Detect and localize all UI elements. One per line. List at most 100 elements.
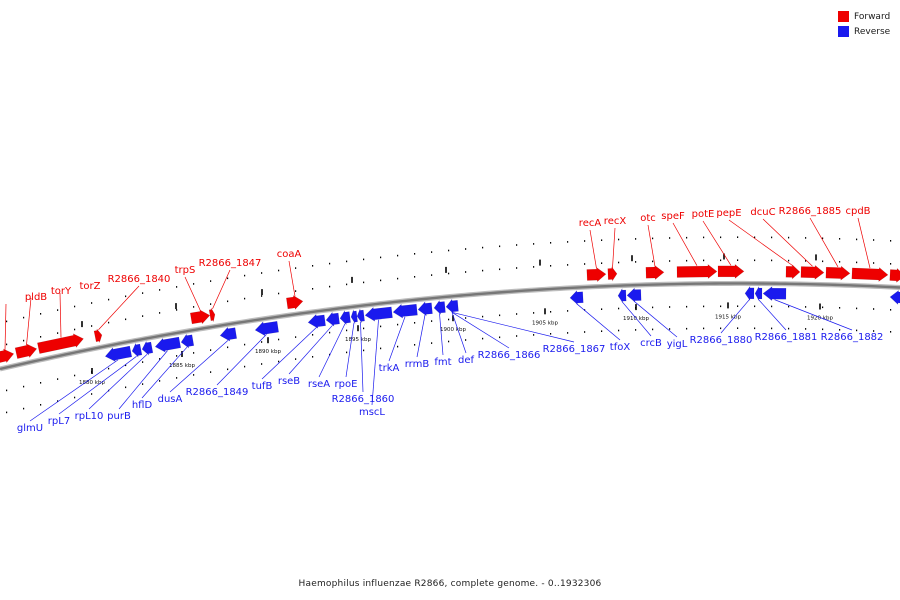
- tick-dot-upper: [329, 262, 331, 265]
- major-tick-upper: [539, 259, 541, 266]
- forward-gene-arrow: [645, 264, 665, 281]
- tick-dot-lower: [465, 339, 467, 341]
- reverse-leader-line: [451, 312, 467, 354]
- tick-dot-upper: [703, 236, 705, 239]
- tick-dot-lower: [720, 305, 722, 308]
- forward-leader-line: [212, 269, 231, 310]
- tick-dot-upper: [516, 244, 518, 246]
- tick-dot-upper: [57, 309, 59, 311]
- tick-dot-upper: [754, 259, 756, 262]
- forward-gene-arrow: [14, 343, 38, 359]
- tick-dot-lower: [720, 327, 722, 330]
- tick-dot-lower: [125, 386, 127, 389]
- reverse-gene-arrow: [154, 336, 182, 353]
- tick-dot-lower: [873, 330, 875, 332]
- tick-dot-upper: [278, 292, 280, 295]
- tick-dot-lower: [839, 329, 841, 331]
- scale-label: 1920 kbp: [807, 316, 833, 322]
- tick-dot-lower: [74, 396, 76, 399]
- tick-dot-upper: [261, 272, 263, 274]
- forward-gene-label: pepE: [716, 208, 741, 219]
- tick-dot-upper: [363, 258, 365, 261]
- reverse-gene-arrow: [219, 326, 238, 342]
- tick-dot-lower: [159, 358, 161, 360]
- tick-dot-upper: [125, 318, 127, 321]
- tick-dot-lower: [210, 371, 212, 373]
- tick-dot-upper: [108, 298, 110, 301]
- major-tick-upper: [351, 276, 353, 283]
- tick-dot-upper: [465, 271, 467, 273]
- tick-dot-upper: [346, 283, 348, 286]
- scale-label: 1900 kbp: [440, 327, 466, 333]
- reverse-leader-line: [288, 325, 333, 375]
- tick-dot-lower: [686, 305, 688, 308]
- reverse-gene-label: rseA: [308, 379, 330, 390]
- major-tick: [181, 351, 183, 357]
- tick-dot-upper: [176, 286, 178, 288]
- scale-label: 1880 kbp: [79, 380, 105, 386]
- major-tick: [635, 304, 637, 311]
- reverse-gene-label: rrmB: [405, 359, 430, 370]
- tick-dot-lower: [805, 328, 807, 330]
- forward-leader-line: [4, 303, 7, 350]
- tick-dot-lower: [482, 337, 484, 340]
- tick-dot-upper: [652, 260, 654, 263]
- gene-layer: [0, 263, 900, 364]
- reverse-leader-line: [29, 359, 119, 422]
- backbone-line: [0, 282, 900, 371]
- reverse-gene-label: def: [458, 355, 475, 366]
- tick-dot-upper: [873, 239, 875, 241]
- tick-dot-lower: [431, 320, 433, 322]
- tick-dot-upper: [533, 266, 535, 268]
- tick-dot-lower: [533, 334, 535, 336]
- reverse-gene-label: crcB: [640, 338, 662, 349]
- tick-dot-upper: [754, 236, 756, 239]
- major-tick-upper: [261, 289, 263, 296]
- forward-leader-line: [98, 285, 140, 330]
- tick-dot-upper: [312, 288, 314, 290]
- tick-dot-upper: [771, 259, 773, 262]
- tick-dot-upper: [244, 297, 246, 300]
- reverse-leader-line: [360, 321, 364, 393]
- forward-gene-arrow: [208, 307, 216, 322]
- tick-dot-upper: [788, 236, 790, 239]
- reverse-leader-line: [439, 313, 444, 356]
- tick-dot-lower: [312, 334, 314, 336]
- legend-label-reverse: Reverse: [854, 26, 891, 37]
- tick-dot-lower: [856, 329, 858, 332]
- legend-item-reverse: Reverse: [838, 24, 890, 39]
- tick-dot-lower: [159, 380, 161, 382]
- tick-dot-lower: [516, 335, 518, 337]
- forward-gene-arrow: [851, 266, 889, 282]
- forward-gene-label: R2866_1847: [199, 258, 262, 269]
- reverse-gene-label: rpoE: [335, 379, 358, 390]
- forward-leader-line: [728, 219, 794, 267]
- forward-gene-label: torZ: [79, 281, 100, 292]
- tick-dot-upper: [601, 239, 603, 241]
- major-tick: [357, 325, 359, 332]
- scale-label: 1890 kbp: [255, 349, 281, 355]
- tick-dot-lower: [499, 336, 501, 339]
- tick-dot-upper: [210, 280, 212, 282]
- tick-dot-lower: [312, 356, 314, 358]
- tick-dot-lower: [890, 331, 892, 333]
- reverse-gene-arrow: [364, 306, 393, 322]
- tick-dot-upper: [482, 246, 484, 249]
- reverse-gene-arrow: [350, 309, 358, 324]
- reverse-leader-line: [758, 299, 787, 331]
- tick-dot-lower: [584, 331, 586, 333]
- forward-leader-line: [672, 222, 698, 266]
- tick-dot-upper: [142, 315, 144, 317]
- tick-dot-upper: [193, 306, 195, 308]
- reverse-leader-line: [416, 314, 426, 358]
- tick-dot-upper: [635, 261, 637, 263]
- forward-gene-label: potE: [692, 209, 715, 220]
- legend-label-forward: Forward: [854, 11, 891, 22]
- tick-dot-lower: [516, 313, 518, 315]
- reverse-gene-arrow: [754, 286, 763, 301]
- tick-dot-upper: [397, 254, 399, 257]
- reverse-gene-label: dusA: [158, 394, 183, 405]
- reverse-leader-line: [169, 340, 229, 393]
- reverse-gene-arrow: [131, 342, 143, 358]
